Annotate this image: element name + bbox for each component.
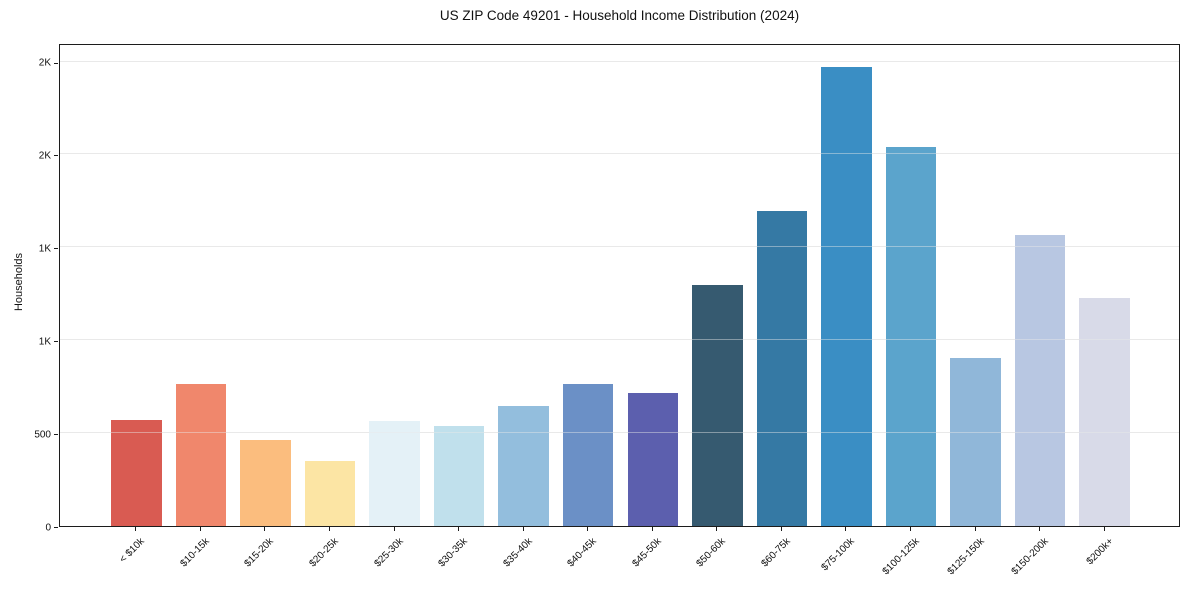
bar	[756, 211, 808, 526]
gridline-overlay	[60, 153, 1179, 155]
y-tick-mark	[54, 248, 58, 250]
y-tick-label: 1K	[38, 336, 51, 348]
y-tick-mark	[54, 62, 58, 64]
gridline	[60, 432, 1179, 434]
gridline	[60, 246, 1179, 248]
bar	[369, 421, 420, 526]
x-tick-mark	[780, 527, 782, 531]
y-tick-label: 2K	[38, 57, 51, 69]
x-tick-mark	[135, 527, 137, 531]
bar	[111, 420, 162, 526]
bar	[821, 67, 872, 526]
y-tick-mark	[54, 341, 58, 343]
x-tick-mark	[651, 527, 653, 531]
x-tick-mark	[716, 527, 718, 531]
y-tick-label: 0	[45, 522, 51, 533]
x-tick-mark	[587, 527, 589, 531]
bar	[627, 393, 679, 526]
bar	[950, 357, 1001, 526]
y-tick-mark	[54, 155, 58, 157]
x-tick-mark	[1103, 527, 1105, 531]
x-tick-mark	[458, 527, 460, 531]
x-tick-mark	[264, 527, 266, 531]
gridline	[60, 60, 1179, 62]
x-tick-mark	[845, 527, 847, 531]
gridline	[60, 153, 1179, 155]
y-tick-label: 1K	[38, 243, 51, 255]
x-tick-mark	[974, 527, 976, 531]
y-tick-label: 500	[34, 429, 51, 441]
bar	[304, 460, 356, 526]
x-tick-mark	[393, 527, 395, 531]
bar	[1014, 235, 1066, 526]
plot-area	[59, 44, 1180, 527]
bar	[240, 439, 291, 526]
y-tick-label: 2K	[38, 150, 51, 162]
y-tick-mark	[54, 527, 58, 528]
x-tick-mark	[522, 527, 524, 531]
bar	[692, 285, 743, 526]
y-tick-mark	[54, 434, 58, 436]
bar	[1079, 297, 1130, 526]
x-tick-mark	[1039, 527, 1041, 531]
bar	[433, 425, 485, 526]
gridline	[60, 339, 1179, 341]
x-tick-mark	[199, 527, 201, 531]
gridline-overlay	[60, 60, 1179, 62]
gridline-overlay	[60, 246, 1179, 248]
bar	[175, 383, 227, 526]
bar	[885, 147, 937, 526]
x-tick-mark	[328, 527, 330, 531]
gridline-overlay	[60, 339, 1179, 341]
bar	[562, 383, 614, 526]
gridline-overlay	[60, 432, 1179, 434]
bar	[498, 406, 549, 526]
x-tick-mark	[910, 527, 912, 531]
chart-title: US ZIP Code 49201 - Household Income Dis…	[439, 8, 800, 23]
x-tick-label: < $10k	[117, 536, 148, 566]
